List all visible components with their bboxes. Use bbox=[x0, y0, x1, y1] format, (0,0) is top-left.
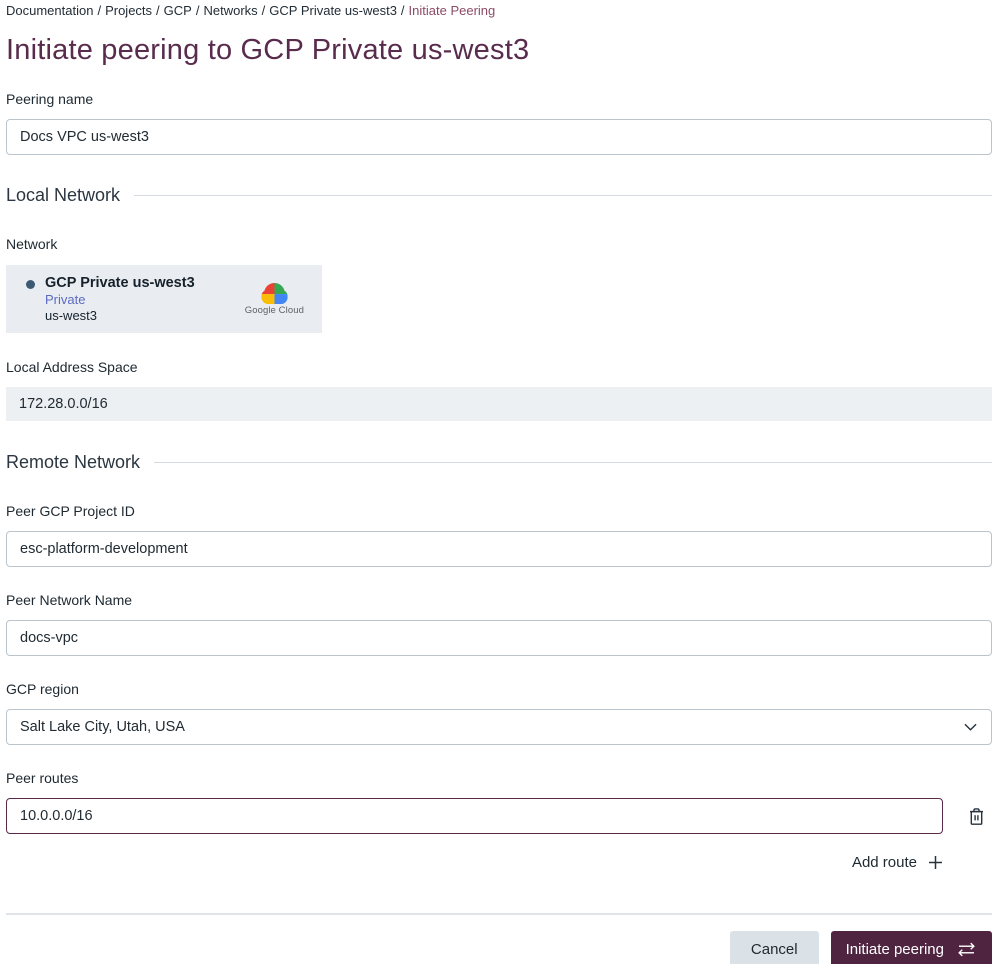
local-network-section-title: Local Network bbox=[6, 185, 121, 205]
section-divider bbox=[134, 195, 992, 196]
initiate-peering-button-label: Initiate peering bbox=[845, 940, 944, 958]
google-cloud-icon bbox=[261, 282, 288, 304]
peer-network-name-input[interactable] bbox=[6, 620, 992, 656]
swap-arrows-icon bbox=[958, 942, 975, 956]
breadcrumb-separator: / bbox=[400, 3, 405, 18]
breadcrumb-networks[interactable]: Networks bbox=[203, 3, 258, 18]
network-region: us-west3 bbox=[45, 308, 98, 323]
peering-name-input[interactable] bbox=[6, 119, 992, 155]
breadcrumb-network-detail[interactable]: GCP Private us-west3 bbox=[269, 3, 397, 18]
breadcrumb-separator: / bbox=[261, 3, 266, 18]
page-title: Initiate peering to GCP Private us-west3 bbox=[6, 34, 530, 66]
peer-route-row bbox=[6, 786, 992, 834]
peer-gcp-project-id-label: Peer GCP Project ID bbox=[6, 503, 135, 519]
peer-route-input[interactable] bbox=[6, 798, 943, 834]
local-address-space-label: Local Address Space bbox=[6, 359, 138, 375]
google-cloud-logo-text: Google Cloud bbox=[244, 304, 304, 316]
breadcrumb: Documentation / Projects / GCP / Networks / GCP … bbox=[6, 0, 992, 18]
peer-routes-label: Peer routes bbox=[6, 770, 79, 786]
breadcrumb-gcp[interactable]: GCP bbox=[163, 3, 192, 18]
breadcrumb-current-page: Initiate Peering bbox=[408, 3, 496, 18]
local-address-space-value: 172.28.0.0/16 bbox=[6, 387, 992, 421]
plus-icon bbox=[928, 855, 943, 870]
delete-route-button[interactable] bbox=[968, 807, 985, 826]
add-route-label: Add route bbox=[851, 854, 917, 871]
gcp-region-label: GCP region bbox=[6, 681, 79, 697]
peering-name-label: Peering name bbox=[6, 91, 94, 107]
local-network-card[interactable]: GCP Private us-west3 Private us-west3 bbox=[6, 265, 322, 333]
network-type-link[interactable]: Private bbox=[45, 292, 86, 307]
breadcrumb-separator: / bbox=[156, 3, 160, 18]
section-divider bbox=[154, 462, 992, 463]
local-network-section-header: Local Network bbox=[6, 185, 992, 206]
breadcrumb-separator: / bbox=[195, 3, 200, 18]
network-status-dot bbox=[26, 280, 35, 289]
network-label: Network bbox=[6, 236, 58, 252]
breadcrumb-documentation[interactable]: Documentation bbox=[6, 3, 94, 18]
network-name: GCP Private us-west3 bbox=[45, 275, 195, 291]
chevron-down-icon bbox=[964, 723, 977, 731]
google-cloud-logo: Google Cloud bbox=[244, 282, 304, 316]
remote-network-section-header: Remote Network bbox=[6, 452, 992, 473]
initiate-peering-button[interactable]: Initiate peering bbox=[830, 931, 992, 964]
peer-gcp-project-id-input[interactable] bbox=[6, 531, 992, 567]
gcp-region-selected-value: Salt Lake City, Utah, USA bbox=[20, 719, 185, 735]
cancel-button[interactable]: Cancel bbox=[729, 931, 819, 964]
trash-icon bbox=[970, 807, 983, 825]
breadcrumb-projects[interactable]: Projects bbox=[105, 3, 153, 18]
breadcrumb-separator: / bbox=[97, 3, 102, 18]
footer-actions: Cancel Initiate peering bbox=[6, 931, 992, 964]
footer-divider bbox=[6, 913, 992, 915]
add-route-button[interactable]: Add route bbox=[6, 854, 943, 871]
gcp-region-select[interactable]: Salt Lake City, Utah, USA bbox=[6, 709, 992, 745]
peer-network-name-label: Peer Network Name bbox=[6, 592, 133, 608]
remote-network-section-title: Remote Network bbox=[6, 452, 141, 472]
